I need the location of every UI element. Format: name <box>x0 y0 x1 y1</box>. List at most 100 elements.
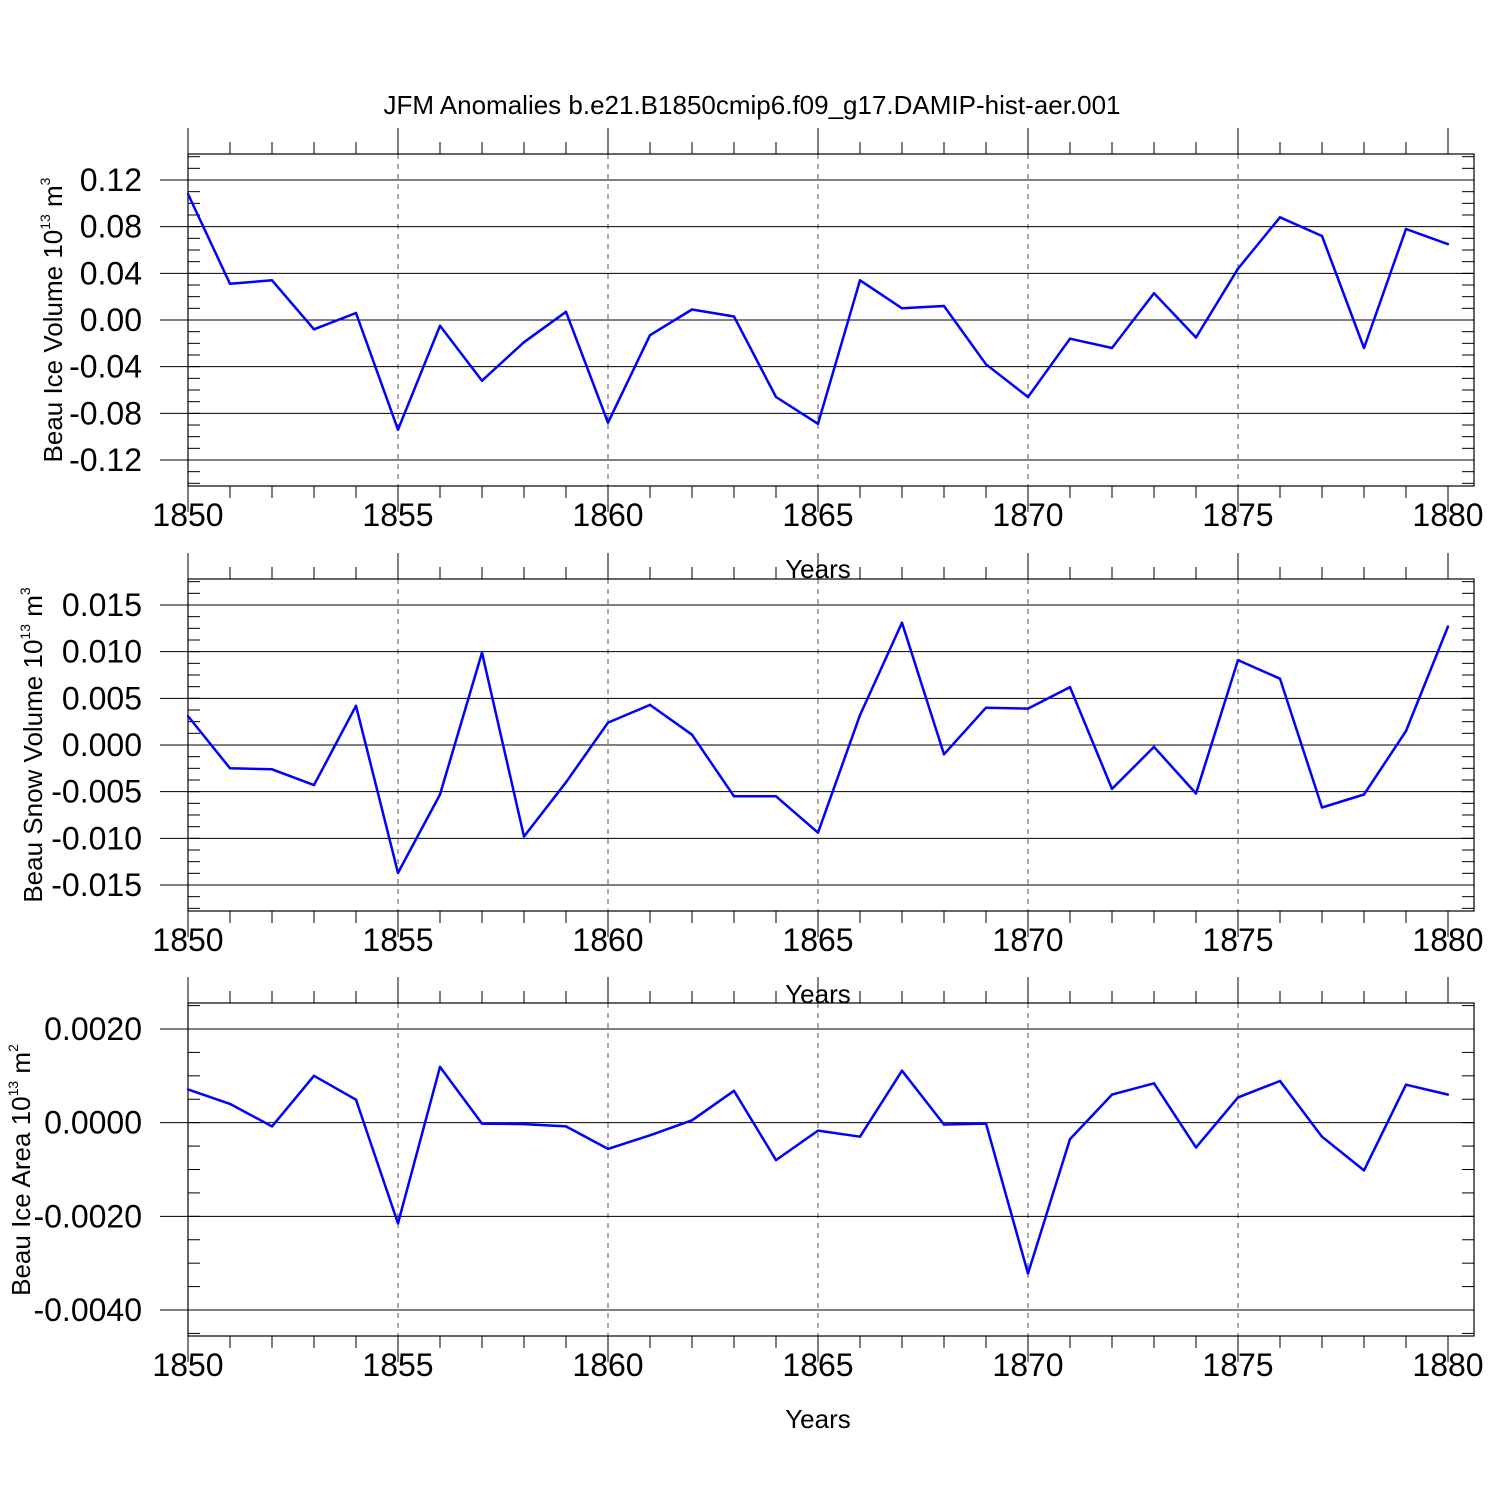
data-point <box>648 703 652 707</box>
y-axis-title-main: Beau Snow Volume 10 <box>18 640 48 903</box>
y-tick-label: -0.005 <box>51 774 142 810</box>
data-point <box>690 733 694 736</box>
y-axis-title-exponent: 13 <box>37 214 53 230</box>
y-axis-title-exponent: 13 <box>5 1081 21 1097</box>
x-tick-label: 1860 <box>572 1347 643 1383</box>
data-point <box>1110 346 1114 350</box>
x-tick-label: 1875 <box>1202 497 1273 533</box>
x-tick-label: 1865 <box>782 497 853 533</box>
x-tick-label: 1850 <box>152 922 223 958</box>
data-point <box>984 363 988 366</box>
data-point <box>648 333 652 337</box>
data-point <box>1026 1272 1030 1275</box>
x-tick-label: 1865 <box>782 1347 853 1383</box>
x-tick-label: 1850 <box>152 1347 223 1383</box>
data-point <box>648 1134 652 1137</box>
data-point <box>606 421 610 424</box>
data-point <box>396 428 400 431</box>
data-point <box>480 1122 484 1125</box>
y-tick-label: -0.0040 <box>33 1292 142 1328</box>
x-axis-title: Years <box>785 1404 851 1434</box>
data-point <box>1194 792 1198 795</box>
data-point <box>186 714 190 718</box>
data-point <box>228 767 232 770</box>
panel-2: 0.015 0.010 0.005 0.000 -0.005 -0.010 -0.015 18… <box>17 553 1484 1009</box>
data-point <box>1236 1096 1240 1099</box>
y-tick-label: 0.005 <box>62 680 142 716</box>
y-tick-label: 0.08 <box>80 209 142 245</box>
data-point <box>1320 806 1324 809</box>
data-point <box>186 1088 190 1091</box>
panel-1: 0.12 0.08 0.04 0.00 -0.04 -0.08 -0.12 1850 1855 1… <box>37 128 1484 584</box>
y-tick-label: 0.015 <box>62 587 142 623</box>
data-point <box>732 315 736 318</box>
y-axis-title-unit-exponent: 3 <box>17 587 33 595</box>
x-tick-label: 1870 <box>992 1347 1063 1383</box>
data-point <box>1278 1079 1282 1083</box>
data-point <box>354 704 358 707</box>
data-point <box>1152 1082 1156 1085</box>
y-axis-title-unit-exponent: 3 <box>37 177 53 185</box>
x-tick-label: 1855 <box>362 922 433 958</box>
data-point <box>1446 625 1450 628</box>
y-axis-title-exponent: 13 <box>17 624 33 640</box>
data-point <box>354 311 358 315</box>
x-tick-label: 1880 <box>1412 497 1483 533</box>
data-point <box>1194 1146 1198 1149</box>
data-point <box>984 706 988 709</box>
y-axis-title-main: Beau Ice Volume 10 <box>38 230 68 463</box>
y-tick-label: -0.04 <box>69 349 142 385</box>
y-axis-title-unit: m <box>18 595 48 624</box>
data-point <box>564 310 568 314</box>
data-point <box>1068 1137 1072 1141</box>
panel-3: 0.0020 0.0000 -0.0020 -0.0040 1850 1855 1860 18… <box>5 977 1484 1434</box>
data-point <box>816 422 820 426</box>
data-point <box>816 1129 820 1132</box>
data-point <box>816 831 820 834</box>
data-point <box>1362 793 1366 796</box>
data-point <box>1446 1093 1450 1096</box>
data-point <box>186 192 190 196</box>
data-point <box>690 308 694 311</box>
data-point <box>942 753 946 756</box>
data-point <box>1362 346 1366 350</box>
x-tick-label: 1865 <box>782 922 853 958</box>
data-point <box>858 1135 862 1138</box>
y-axis-title: Beau Ice Area 1013 m2 <box>5 1044 36 1296</box>
y-tick-label: -0.010 <box>51 820 142 856</box>
data-point <box>1404 729 1408 733</box>
y-tick-label: 0.00 <box>80 302 142 338</box>
data-point <box>438 793 442 796</box>
data-point <box>858 279 862 282</box>
y-axis-title: Beau Snow Volume 1013 m3 <box>17 587 48 903</box>
x-tick-label: 1870 <box>992 922 1063 958</box>
data-point <box>1194 336 1198 339</box>
data-point <box>354 1098 358 1101</box>
data-point <box>1110 787 1114 791</box>
x-tick-label: 1880 <box>1412 1347 1483 1383</box>
data-point <box>522 835 526 838</box>
data-point <box>564 781 568 784</box>
data-point <box>774 1158 778 1162</box>
data-point <box>1026 395 1030 399</box>
x-tick-label: 1875 <box>1202 1347 1273 1383</box>
data-point <box>564 1125 568 1128</box>
data-point <box>1068 685 1072 689</box>
data-point <box>900 307 904 310</box>
data-point <box>396 1222 400 1225</box>
y-tick-label: -0.12 <box>69 442 142 478</box>
y-axis-title-main: Beau Ice Area 10 <box>6 1096 36 1295</box>
data-point <box>228 1102 232 1106</box>
data-point <box>1278 216 1282 219</box>
y-tick-label: 0.12 <box>80 162 142 198</box>
data-point <box>690 1119 694 1122</box>
y-tick-label: 0.000 <box>62 727 142 763</box>
data-point <box>1152 291 1156 295</box>
y-tick-label: -0.0020 <box>33 1198 142 1234</box>
data-point <box>1320 234 1324 238</box>
data-point <box>900 621 904 624</box>
x-tick-label: 1850 <box>152 497 223 533</box>
data-point <box>1404 1083 1408 1086</box>
x-tick-label: 1855 <box>362 1347 433 1383</box>
data-point <box>522 1122 526 1126</box>
